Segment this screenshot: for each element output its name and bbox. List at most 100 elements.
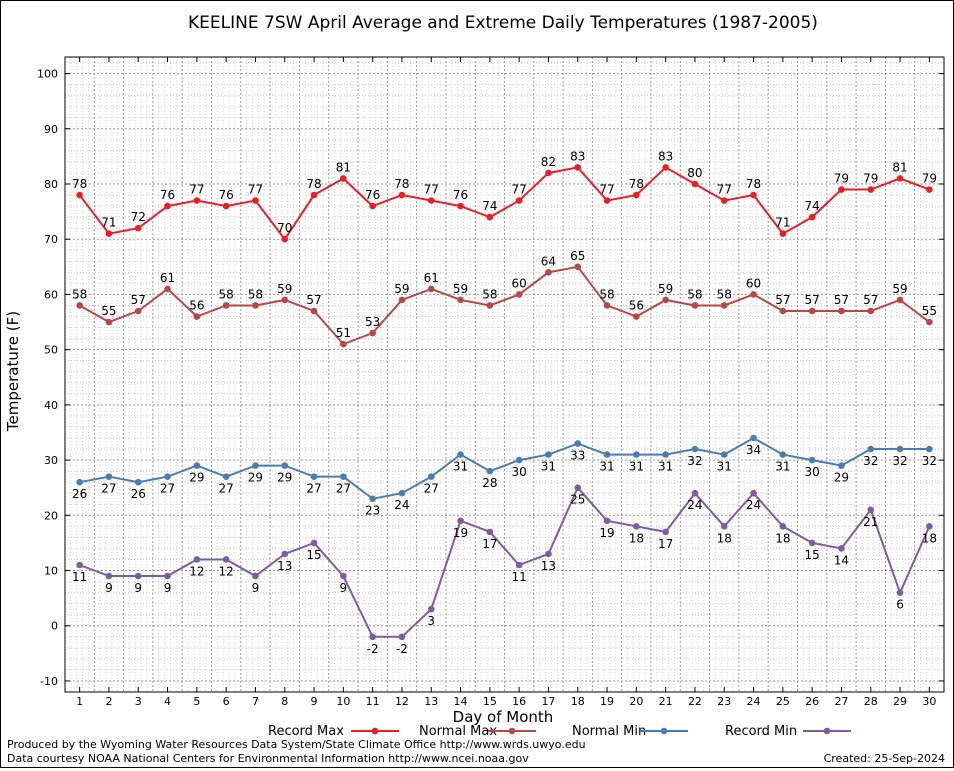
record-max-data-label: 71 [775,216,790,230]
normal-min-data-label: 27 [424,482,439,496]
x-tick-label: 3 [135,695,142,708]
normal-max-data-label: 60 [746,276,761,290]
normal-max-data-label: 58 [219,287,234,301]
record-max-data-label: 77 [248,183,263,197]
normal-min-data-label: 29 [248,471,263,485]
normal-max-point [105,318,113,326]
normal-min-point [662,451,669,458]
record-max-data-label: 76 [453,188,468,202]
x-tick-label: 8 [281,695,288,708]
legend-label-normal-min: Normal Min [572,724,646,739]
normal-max-data-label: 58 [248,287,263,301]
normal-min-data-label: 31 [658,460,673,474]
normal-max-point [252,302,259,309]
series-group: 78 71 72 76 77 76 77 70 78 81 76 78 77 76 74 77 82 83 77 78… [72,149,937,655]
normal-min-data-label: 31 [453,460,468,474]
x-tick-label: 14 [454,695,468,708]
normal-max-point [691,302,699,309]
x-tick-label: 6 [223,695,230,708]
normal-min-point [193,462,201,469]
normal-min-point [164,473,171,480]
record-min-point [134,572,142,580]
normal-max-point [340,340,347,348]
normal-min-data-label: 32 [687,454,702,468]
normal-max-data-label: 59 [394,282,409,296]
x-tick-label: 30 [922,695,936,708]
x-axis: 1 2 3 4 5 6 7 8 9 10 11 12 13 14 15 16 17 18 19 20 21 22 23 24 2… [76,57,936,708]
record-max-point [398,191,406,199]
normal-max-point [164,285,171,293]
record-min-data-label: 15 [306,548,321,562]
x-tick-label: 18 [571,695,585,708]
record-max-data-label: 78 [306,177,321,191]
record-max-data-label: 70 [277,221,292,235]
x-tick-label: 22 [688,695,702,708]
footer-data-courtesy: Data courtesy NOAA National Centers for … [7,752,529,765]
y-tick-label: 80 [44,178,58,191]
normal-max-data-label: 58 [72,287,87,301]
record-max-point [720,197,728,204]
legend-label-record-min: Record Min [725,724,797,739]
x-tick-label: 2 [105,695,112,708]
normal-max-point [515,291,523,298]
record-max-data-label: 77 [189,183,204,197]
x-tick-label: 12 [395,695,409,708]
record-min-data-label: 9 [252,581,260,595]
record-max-point [193,197,201,204]
normal-min-point [545,451,552,458]
normal-max-data-label: 64 [541,254,556,268]
normal-min-data-label: 27 [336,482,351,496]
record-max-point [633,191,640,199]
record-max-point [105,230,113,237]
normal-min-point [105,473,113,480]
x-tick-label: 24 [747,695,761,708]
normal-min-point [252,462,259,469]
record-max-data-label: 79 [922,172,937,186]
record-min-point [193,556,201,563]
normal-max-data-label: 58 [687,287,702,301]
record-min-data-label: 12 [219,564,234,578]
normal-min-point [603,451,611,458]
record-max-point [457,202,464,210]
record-min-point [545,550,552,558]
record-min-point [369,633,376,641]
normal-min-data-label: 29 [189,471,204,485]
normal-max-point [574,263,582,271]
footer-produced-by: Produced by the Wyoming Water Resources … [7,738,586,751]
record-min-data-label: 12 [189,564,204,578]
record-min-data-label: 11 [72,570,87,584]
record-min-data-label: 3 [427,614,435,628]
normal-max-data-label: 60 [512,276,527,290]
record-min-data-label: 24 [687,498,702,512]
record-min-point [252,572,259,580]
legend: Record Max Normal Max Normal Min Record Min [268,724,851,739]
x-tick-label: 10 [336,695,350,708]
x-tick-label: 28 [864,695,878,708]
normal-min-point [691,445,699,453]
normal-max-point [486,302,494,309]
normal-max-point [222,302,230,309]
normal-max-point [750,291,757,298]
x-tick-label: 26 [805,695,819,708]
record-max-data-label: 78 [72,177,87,191]
record-max-point [486,213,494,221]
record-min-point [486,528,494,536]
normal-min-point [369,495,376,503]
record-min-point [457,517,464,525]
x-tick-label: 9 [311,695,318,708]
record-max-data-label: 82 [541,155,556,169]
record-max-data-label: 74 [805,199,820,213]
record-max-point [281,235,289,243]
record-min-point [105,572,113,580]
normal-max-data-label: 57 [131,293,146,307]
record-max-data-label: 79 [834,172,849,186]
normal-max-point [896,296,904,304]
record-max-point [838,186,845,193]
record-min-point [574,484,582,491]
normal-max-point [838,307,845,315]
normal-max-data-label: 59 [658,282,673,296]
normal-min-point [222,473,230,480]
record-max-data-label: 83 [570,149,585,163]
normal-min-point [457,451,464,458]
normal-min-data-label: 23 [365,504,380,518]
